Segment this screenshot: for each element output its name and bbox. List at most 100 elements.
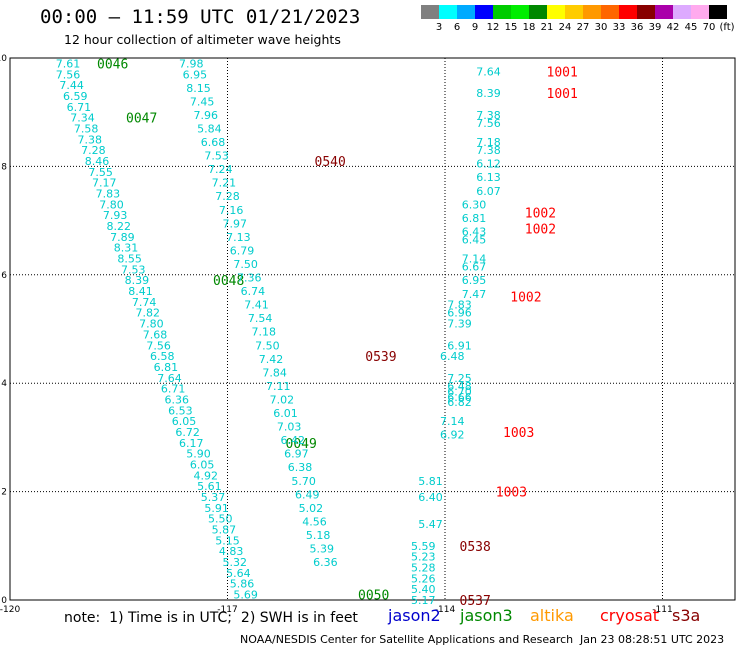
swh-value-label: 8.41 <box>128 285 153 298</box>
track-id-label: 0046 <box>97 57 128 72</box>
legend-tick-label: 18 <box>522 22 536 33</box>
swh-value-label: 5.28 <box>411 561 436 574</box>
legend-swatch <box>457 5 475 19</box>
swh-value-label: 5.17 <box>411 594 436 607</box>
swh-value-label: 6.13 <box>476 171 501 184</box>
swh-value-label: 6.38 <box>288 461 313 474</box>
swh-value-label: 6.36 <box>313 556 338 569</box>
track-id-label: 0538 <box>460 540 491 555</box>
swh-value-label: 5.26 <box>411 572 436 585</box>
swh-value-label: 6.53 <box>168 404 193 417</box>
track-id-label: 1002 <box>525 206 556 221</box>
satellite-cryosat: cryosat <box>600 606 660 625</box>
track-id-label: 0050 <box>358 589 389 604</box>
track-id-label: 0049 <box>286 437 317 452</box>
legend-tick-label: 15 <box>504 22 518 33</box>
swh-value-label: 6.92 <box>440 429 465 442</box>
swh-value-label: 5.59 <box>411 540 436 553</box>
swh-value-label: 7.38 <box>476 109 501 122</box>
swh-value-label: 5.61 <box>197 480 222 493</box>
swh-value-label: 7.82 <box>136 307 161 320</box>
swh-value-label: 6.49 <box>295 488 320 501</box>
swh-value-label: 6.05 <box>172 415 197 428</box>
track-id-label: 1003 <box>496 486 527 501</box>
y-tick-label: 2 <box>1 488 7 498</box>
swh-value-label: 7.53 <box>121 263 146 276</box>
swh-value-label: 6.72 <box>175 426 200 439</box>
swh-value-label: 7.13 <box>226 231 251 244</box>
y-tick-label: 6 <box>1 271 7 281</box>
legend-tick-label: 27 <box>576 22 590 33</box>
swh-value-label: 6.30 <box>462 198 487 211</box>
plot-frame <box>9 57 736 601</box>
legend-tick-label: 70 <box>702 22 716 33</box>
swh-value-label: 7.56 <box>56 68 81 81</box>
swh-value-label: 6.43 <box>462 225 487 238</box>
swh-value-label: 6.71 <box>161 383 186 396</box>
satellite-s3a: s3a <box>672 606 701 625</box>
swh-value-label: 7.38 <box>78 133 103 146</box>
swh-value-label: 7.84 <box>262 366 287 379</box>
swh-value-label: 6.45 <box>462 234 487 247</box>
legend-swatch <box>655 5 673 19</box>
swh-value-label: 6.82 <box>447 396 472 409</box>
legend-tick-label: (ft) <box>719 22 735 33</box>
legend-tick-label: 45 <box>684 22 698 33</box>
swh-value-label: 7.93 <box>103 209 128 222</box>
x-tick-label: -114 <box>435 605 456 615</box>
swh-value-label: 6.58 <box>150 350 175 363</box>
swh-value-label: 7.64 <box>157 372 182 385</box>
swh-value-label: 5.87 <box>212 524 237 537</box>
swh-value-label: 7.56 <box>146 339 171 352</box>
swh-value-label: 5.69 <box>233 589 258 602</box>
swh-value-label: 7.61 <box>56 57 81 70</box>
legend-tick-label: 42 <box>666 22 680 33</box>
satellite-altika: altika <box>530 606 574 625</box>
legend-swatch <box>709 5 727 19</box>
swh-value-label: 6.01 <box>273 407 298 420</box>
legend-swatch <box>421 5 439 19</box>
swh-value-label: 6.17 <box>179 437 204 450</box>
swh-value-label: 7.83 <box>447 299 472 312</box>
swh-value-label: 5.81 <box>418 475 443 488</box>
swh-value-label: 4.56 <box>302 515 327 528</box>
swh-value-label: 6.70 <box>447 385 472 398</box>
swh-value-label: 7.54 <box>248 312 273 325</box>
legend-swatch <box>691 5 709 19</box>
swh-value-label: 7.44 <box>59 79 84 92</box>
swh-value-label: 5.37 <box>201 491 226 504</box>
swh-value-label: 6.59 <box>63 90 88 103</box>
swh-value-label: 7.02 <box>270 393 295 406</box>
legend-tick-label: 36 <box>630 22 644 33</box>
swh-value-label: 7.96 <box>194 109 219 122</box>
swh-value-label: 7.56 <box>476 117 501 130</box>
swh-value-label: 6.97 <box>284 448 309 461</box>
swh-value-label: 7.25 <box>447 372 472 385</box>
swh-value-label: 5.47 <box>418 518 443 531</box>
track-id-label: 1001 <box>547 87 578 102</box>
legend-swatch <box>637 5 655 19</box>
swh-value-label: 5.18 <box>306 529 331 542</box>
swh-value-label: 7.80 <box>99 198 124 211</box>
x-tick-label: -120 <box>0 605 20 615</box>
y-tick-label: 0 <box>1 596 7 606</box>
credit-text: NOAA/NESDIS Center for Satellite Applica… <box>240 633 574 646</box>
track-id-label: 0540 <box>315 155 346 170</box>
track-id-label: 1003 <box>503 426 534 441</box>
swh-value-label: 8.15 <box>186 82 211 95</box>
swh-value-label: 7.50 <box>233 258 258 271</box>
swh-value-label: 6.48 <box>440 350 465 363</box>
swh-value-label: 6.07 <box>476 185 501 198</box>
legend-tick-label: 30 <box>594 22 608 33</box>
swh-value-label: 6.91 <box>447 339 472 352</box>
track-id-label: 0047 <box>126 112 157 127</box>
x-tick-label: -117 <box>217 605 237 615</box>
swh-value-label: 5.02 <box>299 502 324 515</box>
swh-value-label: 5.70 <box>291 475 316 488</box>
swh-value-label: 7.55 <box>88 166 113 179</box>
y-tick-label: 4 <box>1 379 7 389</box>
legend-tick-label: 6 <box>453 22 461 33</box>
swh-value-label: 7.24 <box>208 163 233 176</box>
swh-value-label: 6.96 <box>447 307 472 320</box>
swh-value-label: 5.40 <box>411 583 436 596</box>
